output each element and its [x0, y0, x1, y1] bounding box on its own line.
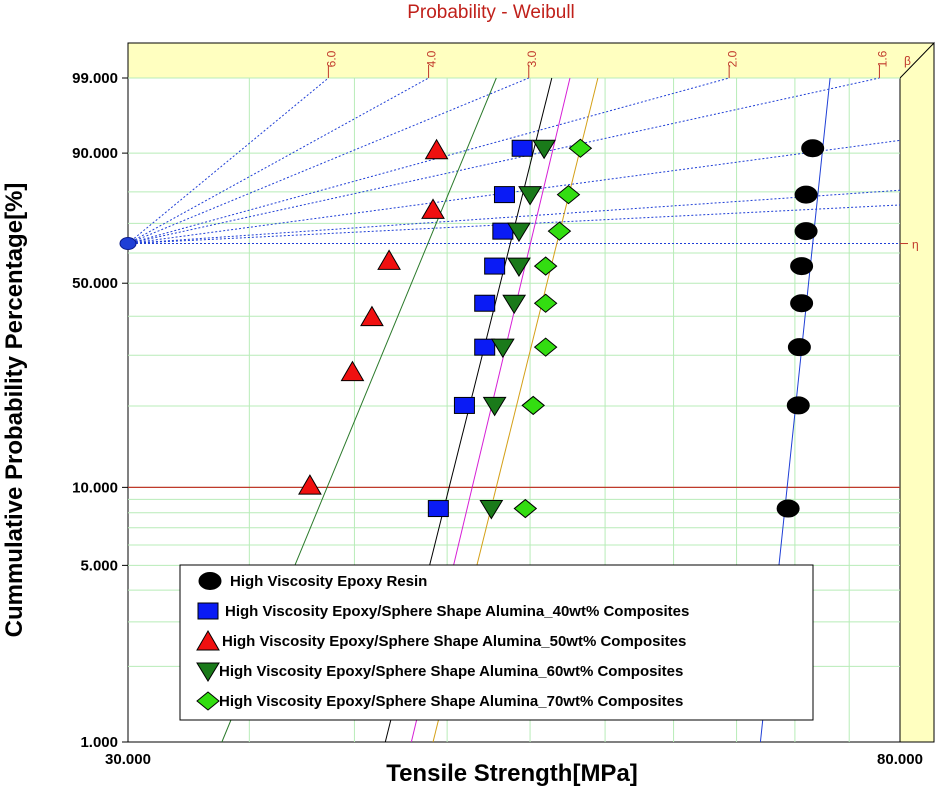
data-point: [790, 257, 814, 276]
data-point: [482, 396, 507, 417]
x-tick-label: 30.000: [105, 751, 151, 768]
data-point: [794, 222, 818, 241]
y-tick-label: 50.000: [72, 275, 118, 292]
legend: High Viscosity Epoxy Resin High Viscosity…: [179, 564, 814, 721]
data-point: [568, 138, 593, 158]
pivot-point: [119, 237, 137, 251]
y-tick-label: 10.000: [72, 479, 118, 496]
x-axis-label: Tensile Strength[MPa]: [386, 760, 638, 787]
data-point: [787, 338, 811, 357]
legend-label: High Viscosity Epoxy/Sphere Shape Alumin…: [219, 663, 683, 680]
legend-marker: [196, 662, 220, 682]
data-point: [776, 499, 800, 518]
data-point: [474, 294, 496, 312]
beta-tick-label: 2.0: [725, 50, 739, 67]
legend-marker: [197, 602, 219, 620]
data-point: [490, 338, 515, 359]
beta-tick-label: 3.0: [525, 50, 539, 67]
beta-line: [127, 204, 901, 245]
data-point: [511, 139, 533, 157]
y-tick-label: 90.000: [72, 145, 118, 162]
data-point: [513, 498, 538, 519]
y-axis-label: Cummulative Probability Percentage[%]: [1, 183, 28, 638]
y-tick-label: 5.000: [80, 557, 118, 574]
beta-line: [127, 77, 329, 244]
data-point: [484, 257, 506, 275]
data-point: [493, 186, 515, 204]
data-point: [507, 222, 531, 243]
legend-box: [179, 564, 814, 721]
legend-marker: [196, 630, 220, 651]
ticks: 6.0 4.0 3.0 2.0 1.6 η β 99.000 90.000 50.000 10.00…: [72, 50, 923, 768]
data-point: [479, 500, 504, 520]
data-point: [453, 396, 475, 414]
data-point: [556, 184, 581, 205]
data-point: [518, 186, 542, 206]
data-points: [298, 138, 825, 520]
chart-title: Probability - Weibull: [407, 2, 575, 23]
data-point: [801, 139, 825, 158]
data-point: [532, 139, 556, 160]
data-point: [298, 474, 322, 495]
x-tick-label: 80.000: [877, 751, 923, 768]
data-point: [533, 337, 558, 357]
beta-tick-label: 4.0: [425, 50, 439, 67]
beta-tick-label: 6.0: [325, 50, 339, 67]
beta-symbol: β: [904, 54, 911, 68]
legend-label: High Viscosity Epoxy/Sphere Shape Alumin…: [225, 603, 689, 620]
beta-line: [127, 77, 880, 245]
data-point: [786, 396, 810, 415]
data-point: [547, 221, 572, 241]
y-tick-label: 1.000: [80, 734, 118, 751]
eta-symbol: η: [912, 238, 919, 252]
data-point: [340, 360, 365, 382]
beta-line: [127, 77, 529, 244]
legend-label: High Viscosity Epoxy/Sphere Shape Alumin…: [222, 633, 686, 650]
data-point: [424, 138, 449, 160]
data-point: [377, 249, 401, 270]
legend-label: High Viscosity Epoxy/Sphere Shape Alumin…: [219, 693, 683, 710]
data-point: [794, 185, 818, 204]
data-point: [502, 294, 527, 315]
y-tick-label: 99.000: [72, 70, 118, 87]
beta-line: [127, 189, 901, 245]
legend-label: High Viscosity Epoxy Resin: [230, 573, 427, 590]
legend-marker: [198, 572, 222, 590]
legend-marker: [196, 691, 220, 711]
beta-fan-lines: [119, 77, 901, 251]
data-point: [421, 198, 445, 219]
data-point: [507, 257, 531, 278]
data-point: [521, 395, 545, 416]
data-point: [474, 338, 496, 356]
beta-line: [127, 77, 429, 244]
data-point: [360, 305, 384, 327]
right-eta-strip: [899, 41, 935, 743]
data-point: [533, 256, 558, 276]
data-point: [533, 293, 558, 313]
data-point: [427, 500, 449, 518]
beta-tick-label: 1.6: [876, 50, 890, 67]
data-point: [790, 294, 814, 313]
